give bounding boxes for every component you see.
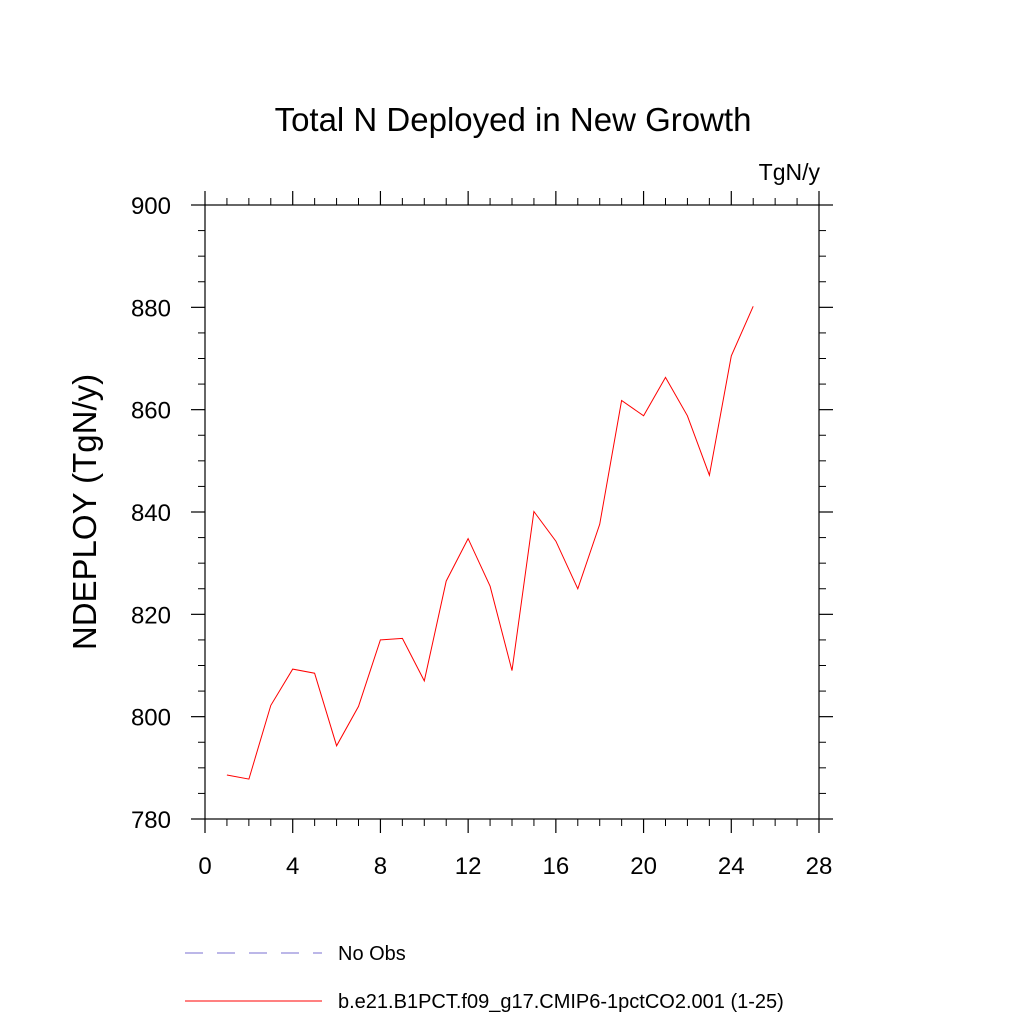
x-tick-label: 4	[286, 853, 299, 880]
y-tick-label: 780	[131, 807, 171, 834]
series-group	[226, 306, 754, 780]
legend: No Obs b.e21.B1PCT.f09_g17.CMIP6-1pctCO2…	[185, 943, 784, 1013]
axis-ticks	[191, 191, 833, 833]
y-tick-label: 800	[131, 705, 171, 732]
x-tick-label: 20	[630, 853, 657, 880]
x-tick-label: 12	[455, 853, 482, 880]
y-tick-label: 840	[131, 500, 171, 527]
chart-title: Total N Deployed in New Growth	[275, 101, 752, 138]
x-tick-label: 28	[806, 853, 833, 880]
y-tick-label: 820	[131, 602, 171, 629]
x-tick-label: 0	[198, 853, 211, 880]
y-tick-label: 900	[131, 193, 171, 220]
plot-frame	[204, 204, 820, 820]
units-label: TgN/y	[759, 159, 821, 185]
x-tick-label: 16	[543, 853, 570, 880]
legend-label-series: b.e21.B1PCT.f09_g17.CMIP6-1pctCO2.001 (1…	[338, 991, 784, 1013]
y-tick-label: 880	[131, 295, 171, 322]
legend-label-no-obs: No Obs	[338, 943, 406, 965]
series-line	[226, 306, 754, 780]
x-tick-label: 8	[374, 853, 387, 880]
y-tick-label: 860	[131, 398, 171, 425]
tick-labels: 0 4 8 12 16 20 24 28 780 800 820 840 860 880 900	[131, 193, 832, 880]
y-axis-label: NDEPLOY (TgN/y)	[66, 374, 103, 650]
x-tick-label: 24	[718, 853, 745, 880]
